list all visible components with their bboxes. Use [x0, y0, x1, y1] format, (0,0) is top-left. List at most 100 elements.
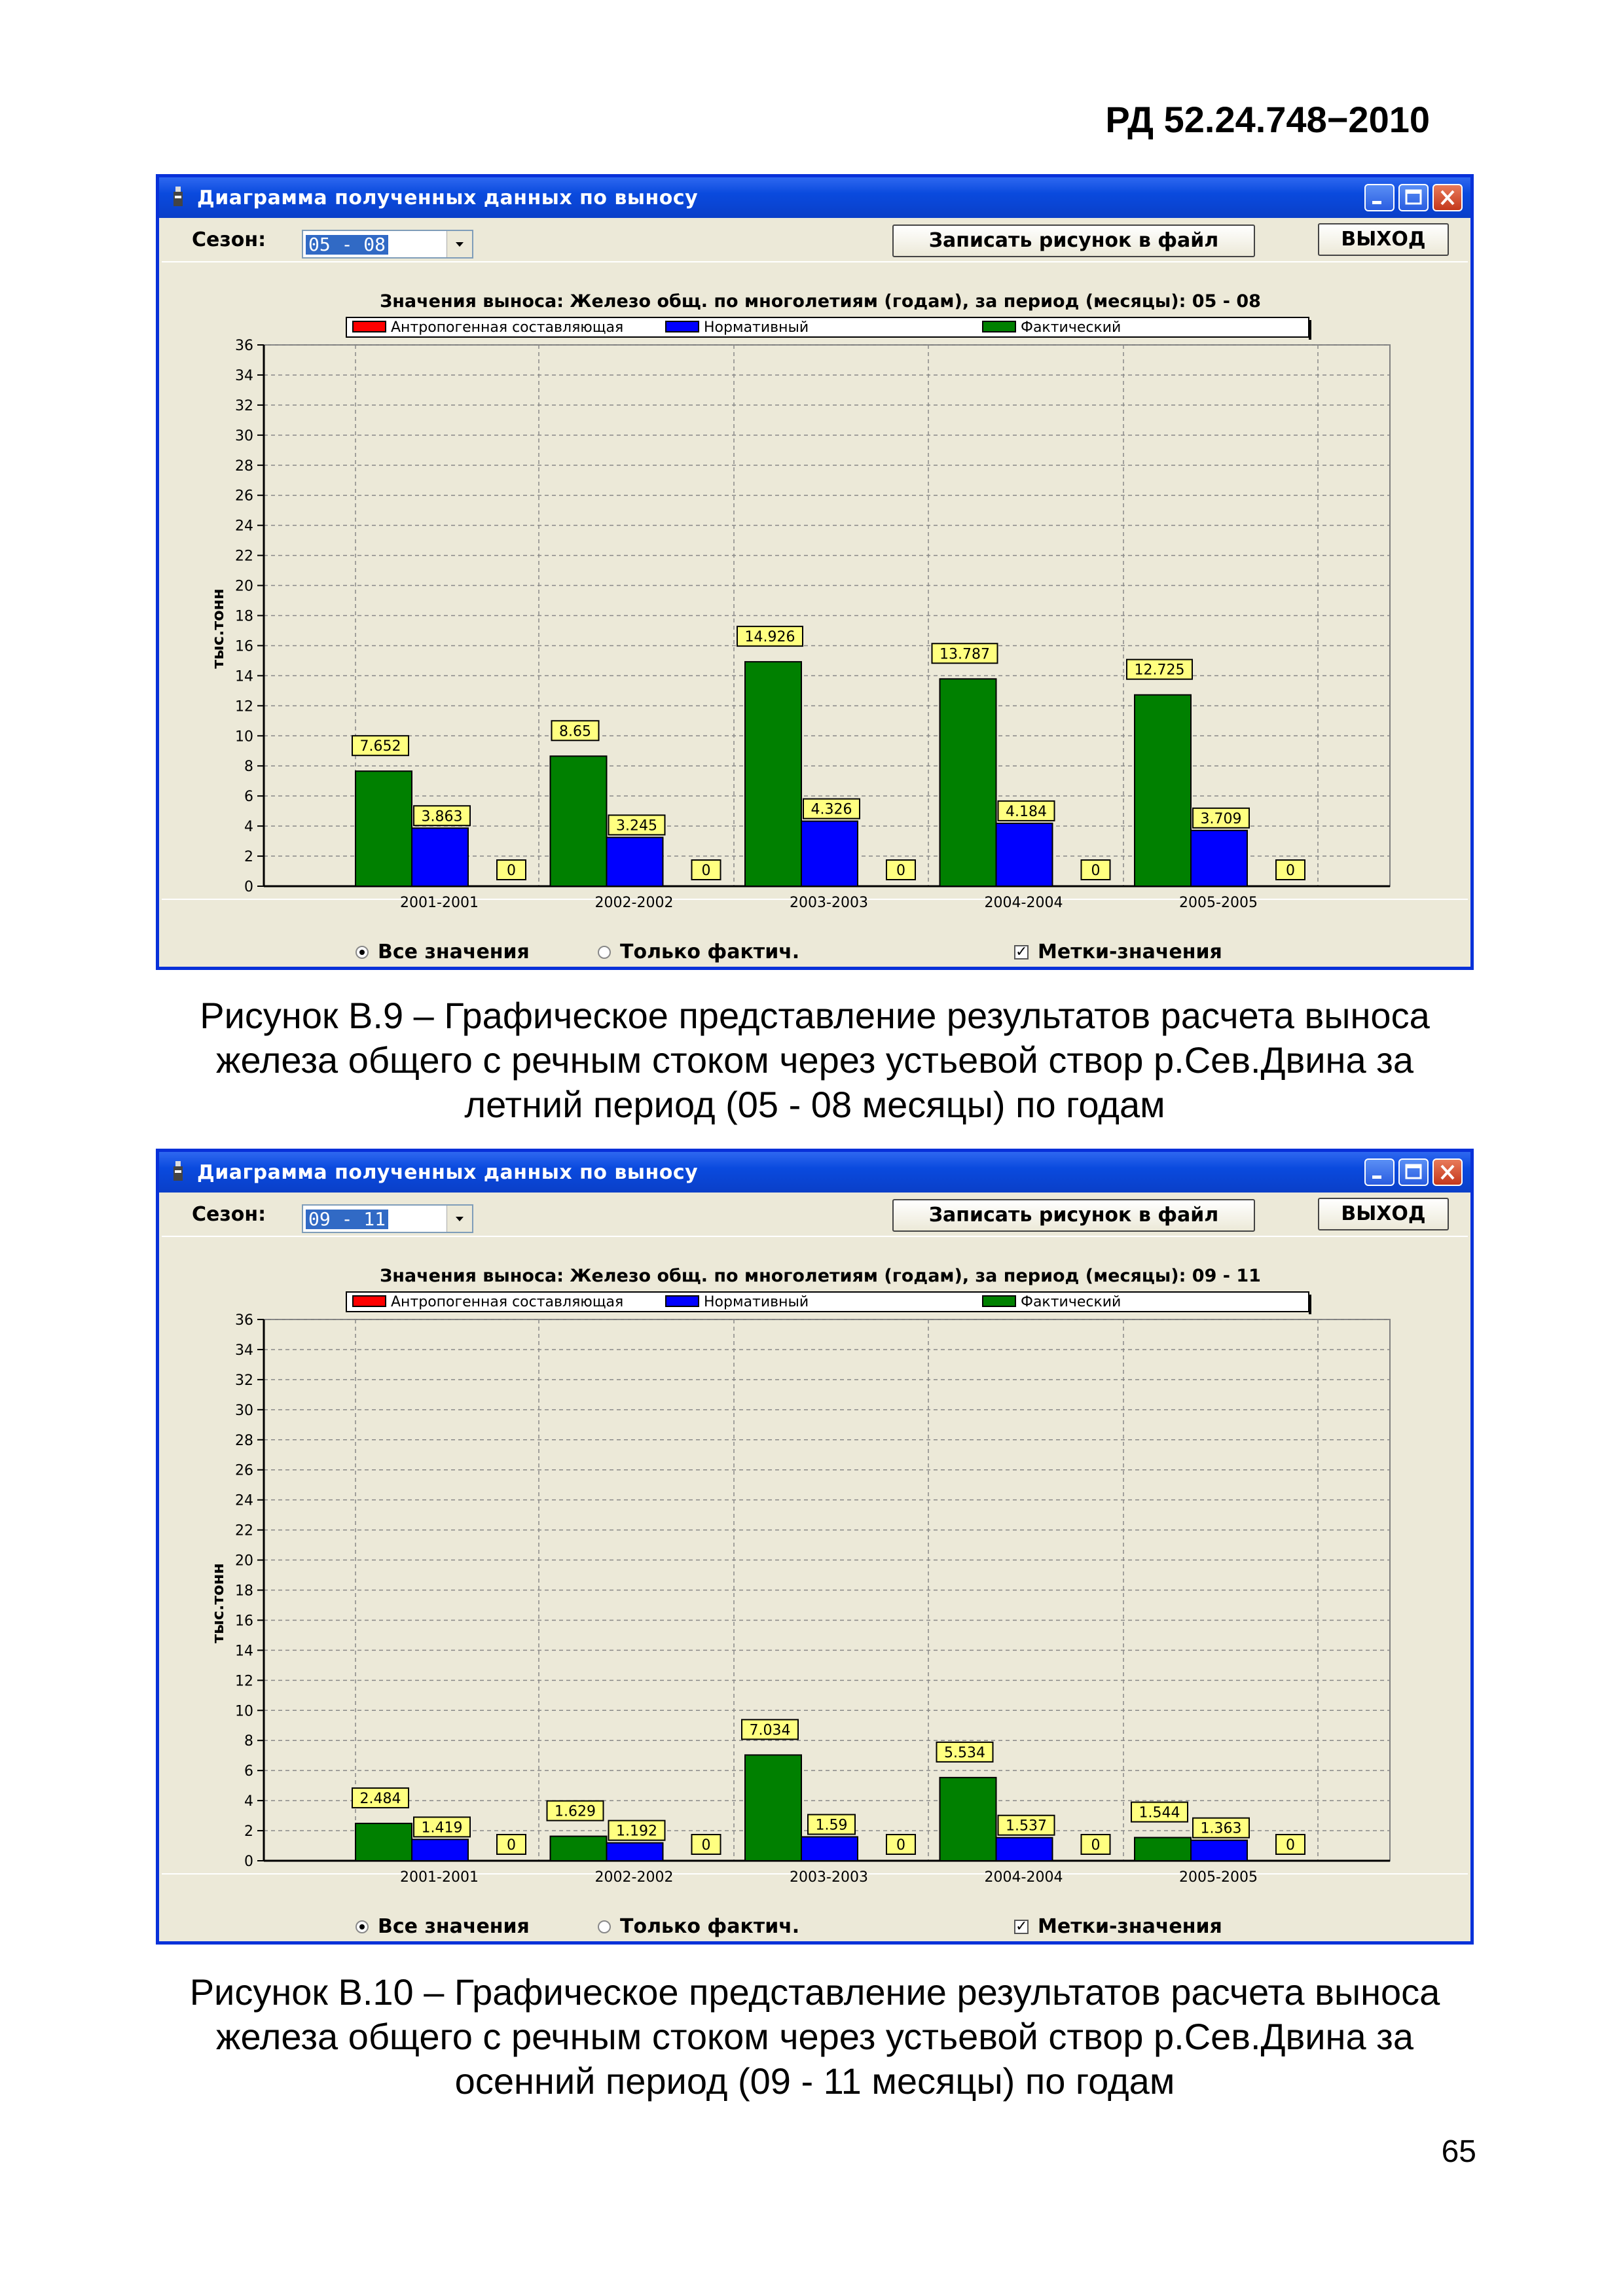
figure-caption-b9: Рисунок В.9 – Графическое представление … — [200, 995, 1430, 1125]
minimize-button[interactable] — [1364, 184, 1395, 211]
radio-actual-only[interactable]: Только фактич. — [598, 941, 799, 963]
radio-all-values[interactable]: Все значения — [356, 1915, 530, 1938]
data-label-normative: 3.245 — [616, 817, 657, 834]
chart-panel — [162, 1236, 1468, 1874]
data-label-normative: 1.419 — [422, 1820, 463, 1836]
exit-button[interactable]: ВЫХОД — [1318, 1198, 1449, 1230]
data-label-normative-box — [997, 800, 1055, 821]
legend-swatch — [665, 321, 699, 332]
season-value: 05 - 08 — [306, 235, 389, 255]
minimize-button[interactable] — [1364, 1158, 1395, 1186]
y-tick-label: 10 — [235, 1703, 253, 1719]
data-label-actual: 1.544 — [1139, 1805, 1180, 1821]
radio-all-label: Все значения — [378, 1915, 530, 1938]
data-label-anthropogenic-box — [1275, 1834, 1305, 1855]
y-tick-label: 18 — [235, 609, 253, 625]
y-tick-label: 12 — [235, 698, 253, 715]
data-label-normative: 1.363 — [1201, 1821, 1242, 1837]
data-label-actual-box — [352, 735, 409, 757]
y-tick-label: 30 — [235, 428, 253, 444]
radio-actual-indicator[interactable] — [598, 1920, 611, 1933]
data-label-normative-box — [413, 805, 471, 827]
legend-label: Фактический — [1021, 1294, 1121, 1310]
save-image-button[interactable]: Записать рисунок в файл — [892, 1199, 1255, 1232]
data-label-anthropogenic-box — [691, 1834, 721, 1855]
radio-actual-only[interactable]: Только фактич. — [598, 1915, 799, 1938]
data-label-anthropogenic: 0 — [1091, 1837, 1101, 1854]
data-label-anthropogenic-box — [691, 859, 721, 880]
chevron-down-icon — [456, 242, 464, 247]
y-tick-label: 2 — [244, 849, 253, 865]
y-tick-label: 28 — [235, 458, 253, 475]
bar-normative — [606, 1842, 664, 1861]
data-label-actual-box — [931, 643, 998, 664]
data-label-anthropogenic: 0 — [702, 863, 711, 879]
y-tick-label: 34 — [235, 1342, 253, 1359]
y-tick-label: 4 — [244, 819, 253, 835]
bar-actual — [549, 1835, 608, 1861]
checkbox-value-labels[interactable]: ✓ Метки-значения — [1014, 941, 1222, 963]
data-label-actual-box — [551, 720, 600, 742]
bar-normative — [1190, 1839, 1248, 1861]
radio-all-indicator[interactable] — [356, 945, 369, 959]
app-icon — [173, 187, 183, 206]
x-tick-label: 2005-2005 — [1179, 1869, 1258, 1886]
checkbox-checked-icon[interactable]: ✓ — [1014, 943, 1029, 960]
document-code: РД 52.24.748−2010 — [1105, 99, 1430, 140]
chart-title: Значения выноса: Железо общ. по многолет… — [380, 1266, 1261, 1286]
close-button[interactable] — [1432, 1158, 1463, 1186]
close-button[interactable] — [1432, 184, 1463, 211]
season-select[interactable]: 05 - 08 — [302, 230, 473, 259]
y-axis-label: тыс.тонн — [209, 588, 227, 669]
data-label-anthropogenic-box — [886, 859, 916, 880]
checkbox-checked-icon[interactable]: ✓ — [1014, 1918, 1029, 1935]
bar-actual — [355, 770, 412, 887]
data-label-anthropogenic: 0 — [1091, 863, 1101, 879]
legend-label: Антропогенная составляющая — [391, 1294, 623, 1310]
data-label-actual: 1.629 — [555, 1804, 596, 1820]
title-bar[interactable]: Диаграмма полученных данных по выносу — [159, 177, 1470, 218]
season-select[interactable]: 09 - 11 — [302, 1204, 473, 1233]
data-label-anthropogenic-box — [1080, 1834, 1111, 1855]
radio-actual-label: Только фактич. — [620, 941, 800, 963]
radio-all-indicator[interactable] — [356, 1920, 369, 1933]
season-label: Сезон: — [192, 1203, 266, 1226]
data-label-actual: 2.484 — [360, 1791, 401, 1807]
data-label-actual: 7.652 — [360, 738, 401, 755]
exit-button[interactable]: ВЫХОД — [1318, 223, 1449, 256]
dropdown-button[interactable] — [447, 1206, 472, 1232]
data-label-actual-box — [1131, 1801, 1188, 1823]
y-tick-label: 0 — [244, 1854, 253, 1870]
x-tick-label: 2002-2002 — [595, 1869, 674, 1886]
data-label-anthropogenic: 0 — [702, 1837, 711, 1854]
bar-normative — [995, 1837, 1053, 1861]
legend-label: Антропогенная составляющая — [391, 319, 623, 336]
y-tick-label: 2 — [244, 1823, 253, 1840]
chart-panel — [162, 261, 1468, 900]
maximize-button[interactable] — [1398, 1158, 1429, 1186]
data-label-actual: 12.725 — [1135, 662, 1185, 679]
data-label-normative-box — [1192, 1817, 1250, 1839]
legend-swatch — [665, 1295, 699, 1307]
data-label-actual-box — [352, 1787, 409, 1808]
checkbox-value-labels[interactable]: ✓ Метки-значения — [1014, 1915, 1222, 1938]
radio-actual-indicator[interactable] — [598, 945, 611, 959]
x-tick-label: 2001-2001 — [400, 1869, 479, 1886]
close-icon — [1440, 1164, 1455, 1180]
maximize-button[interactable] — [1398, 184, 1429, 211]
y-tick-label: 12 — [235, 1673, 253, 1689]
close-icon — [1440, 190, 1455, 206]
legend-label: Нормативный — [704, 1294, 809, 1310]
title-bar[interactable]: Диаграмма полученных данных по выносу — [159, 1152, 1470, 1193]
bar-actual — [744, 661, 802, 888]
y-tick-label: 32 — [235, 398, 253, 414]
data-label-anthropogenic: 0 — [896, 863, 905, 879]
legend-swatch — [982, 1295, 1016, 1307]
data-label-normative-box — [608, 814, 666, 836]
bar-normative — [1190, 829, 1248, 887]
dropdown-button[interactable] — [447, 231, 472, 257]
y-tick-label: 36 — [235, 1312, 253, 1329]
bar-normative — [411, 827, 469, 887]
radio-all-values[interactable]: Все значения — [356, 941, 530, 963]
save-image-button[interactable]: Записать рисунок в файл — [892, 224, 1255, 257]
